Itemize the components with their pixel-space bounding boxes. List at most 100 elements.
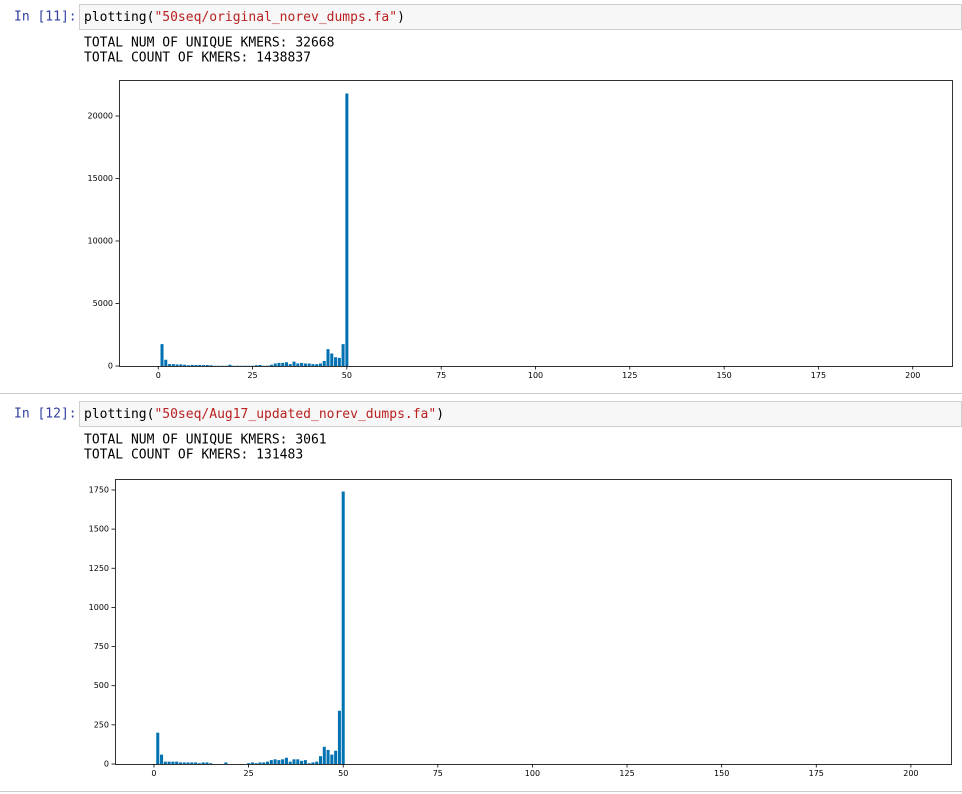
bar <box>288 364 292 366</box>
code-text: plotting( <box>84 10 154 25</box>
x-tick-label: 175 <box>811 371 826 380</box>
x-tick-label: 100 <box>528 371 543 380</box>
bar <box>190 364 194 366</box>
bar <box>258 762 262 764</box>
plot-area <box>115 479 952 765</box>
bar <box>198 364 202 366</box>
bar <box>209 763 213 764</box>
x-tick-label: 125 <box>622 371 637 380</box>
bar <box>156 732 160 764</box>
bar <box>315 761 319 764</box>
y-tick-label: 1250 <box>89 564 109 573</box>
code: plotting("50seq/original_norev_dumps.fa"… <box>84 10 405 25</box>
bar <box>300 362 304 366</box>
bar <box>288 761 292 764</box>
bar <box>209 365 213 366</box>
code-text: plotting( <box>84 407 154 422</box>
bar <box>179 364 183 366</box>
y-tick-label: 0 <box>108 362 113 371</box>
bar <box>307 363 311 366</box>
bar <box>175 761 179 764</box>
bar <box>164 359 168 366</box>
x-tick-label: 75 <box>433 769 443 778</box>
bar <box>322 361 326 366</box>
bar <box>168 364 172 366</box>
bar <box>205 365 209 366</box>
x-tick-label: 50 <box>342 371 352 380</box>
y-tick-label: 750 <box>94 642 109 651</box>
bar <box>205 762 209 764</box>
x-tick-label: 50 <box>338 769 348 778</box>
bar <box>303 760 307 764</box>
x-tick-label: 175 <box>809 769 824 778</box>
bar <box>250 762 254 764</box>
bar <box>247 763 251 764</box>
bar <box>160 344 164 366</box>
cell-prompt: In [12]: <box>14 407 77 422</box>
bar <box>341 344 345 366</box>
bar <box>330 353 334 366</box>
y-tick-label: 15000 <box>88 174 113 183</box>
bar <box>197 763 201 764</box>
bar <box>182 762 186 764</box>
bar <box>163 761 167 764</box>
output-line: TOTAL COUNT OF KMERS: 131483 <box>84 448 303 463</box>
bar <box>341 491 345 764</box>
x-tick-label: 125 <box>619 769 634 778</box>
bar <box>194 365 198 366</box>
bar <box>194 762 198 764</box>
cell-prompt: In [11]: <box>14 10 77 25</box>
bar <box>254 365 258 366</box>
y-tick-label: 10000 <box>88 237 113 246</box>
bar <box>322 746 326 764</box>
bar <box>178 762 182 764</box>
x-tick-label: 75 <box>436 371 446 380</box>
y-tick-label: 1000 <box>89 603 109 612</box>
output-line: TOTAL COUNT OF KMERS: 1438837 <box>84 51 311 66</box>
bar <box>258 365 262 366</box>
bar <box>300 760 304 764</box>
y-tick-label: 20000 <box>88 112 113 121</box>
bar <box>262 762 266 764</box>
bar <box>167 761 171 764</box>
bar <box>281 759 285 764</box>
bar <box>326 749 330 764</box>
bar <box>266 761 270 764</box>
y-tick-label: 500 <box>94 681 109 690</box>
bar <box>273 759 277 764</box>
bar <box>334 750 338 764</box>
bar <box>186 762 190 764</box>
input-area[interactable] <box>79 4 962 30</box>
x-tick-label: 200 <box>903 769 918 778</box>
bar <box>281 362 285 366</box>
code-string: "50seq/Aug17_updated_norev_dumps.fa" <box>154 407 436 422</box>
bar <box>311 762 315 764</box>
bar <box>311 364 315 366</box>
plot-area <box>119 80 953 367</box>
code-text: ) <box>436 407 444 422</box>
bar <box>334 357 338 366</box>
bar <box>284 757 288 764</box>
bar <box>171 364 175 366</box>
x-tick-label: 0 <box>151 769 156 778</box>
bar <box>273 363 277 366</box>
bar <box>296 759 300 764</box>
bar <box>201 365 206 366</box>
bar <box>190 762 194 764</box>
bar <box>315 364 319 366</box>
x-tick-label: 25 <box>247 371 257 380</box>
bar <box>337 710 341 764</box>
code-string: "50seq/original_norev_dumps.fa" <box>154 10 397 25</box>
bar <box>337 357 341 366</box>
bar <box>224 762 228 764</box>
bar <box>292 361 296 366</box>
bar <box>171 761 175 764</box>
bar <box>284 362 289 366</box>
output-line: TOTAL NUM OF UNIQUE KMERS: 32668 <box>84 36 334 51</box>
code-text: ) <box>397 10 405 25</box>
bar <box>296 363 300 366</box>
input-area[interactable] <box>79 401 962 427</box>
bar <box>318 363 322 366</box>
bar <box>277 362 281 366</box>
bar <box>254 763 258 764</box>
